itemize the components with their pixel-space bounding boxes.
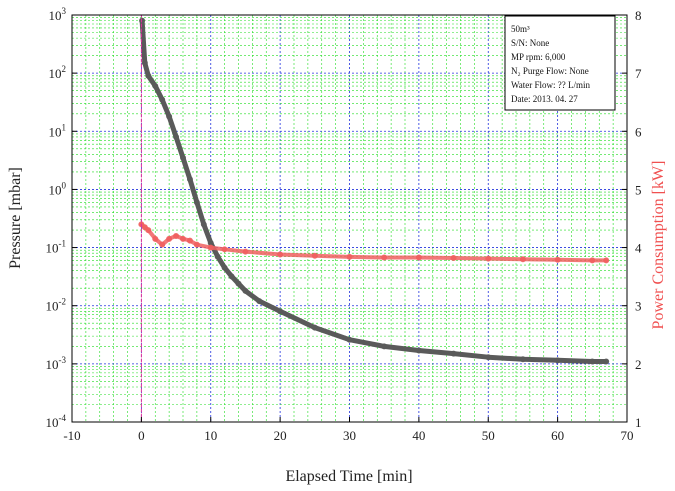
data-point	[311, 252, 318, 259]
data-point	[381, 343, 388, 350]
y2-tick-label: 2	[635, 357, 642, 372]
y2-tick-label: 4	[635, 241, 642, 256]
data-point	[141, 59, 148, 66]
data-point	[554, 256, 561, 263]
data-point	[193, 199, 200, 206]
x-tick-label: 0	[138, 428, 145, 443]
data-point	[193, 241, 200, 248]
x-tick-label: 70	[621, 428, 634, 443]
x-tick-label: -10	[63, 428, 80, 443]
data-point	[173, 133, 180, 140]
data-point	[346, 253, 353, 260]
x-axis-title: Elapsed Time [min]	[285, 468, 412, 485]
y2-tick-label: 6	[635, 124, 642, 139]
data-point	[381, 254, 388, 261]
data-point	[145, 227, 152, 234]
data-point	[221, 246, 228, 253]
x-tick-label: 30	[343, 428, 356, 443]
data-point	[186, 176, 193, 183]
data-point	[485, 255, 492, 262]
data-point	[603, 358, 610, 365]
annotation-line: 50m³	[511, 24, 530, 34]
data-point	[346, 336, 353, 343]
data-point	[145, 72, 152, 79]
y-axis-title: Pressure [mbar]	[7, 167, 24, 269]
y2-tick-label: 7	[635, 66, 642, 81]
y-tick-label: 100	[49, 180, 67, 197]
data-point	[166, 235, 173, 242]
y-tick-label: 103	[49, 6, 67, 23]
data-point	[242, 287, 249, 294]
y-tick-label: 102	[49, 64, 67, 81]
data-point	[139, 17, 146, 24]
y2-axis-title: Power Consumption [kW]	[650, 161, 667, 330]
data-point	[415, 254, 422, 261]
y2-tick-label: 8	[635, 8, 642, 23]
annotation-line: Water Flow: ?? L/min	[511, 80, 591, 90]
annotation-line: N₂ Purge Flow: None	[511, 66, 589, 76]
data-point	[554, 357, 561, 364]
data-point	[277, 308, 284, 315]
data-point	[152, 83, 159, 90]
y-tick-label: 10-1	[46, 239, 67, 256]
data-point	[180, 235, 186, 242]
data-point	[166, 113, 173, 120]
y-tick-label: 10-4	[46, 413, 67, 430]
x-tick-label: 60	[551, 428, 564, 443]
data-point	[221, 264, 228, 271]
annotation-line: MP rpm: 6,000	[511, 52, 566, 62]
data-point	[589, 257, 596, 264]
data-point	[603, 257, 610, 264]
data-point	[450, 255, 457, 262]
data-point	[159, 96, 166, 103]
y-tick-label: 10-2	[46, 297, 67, 314]
data-point	[519, 256, 526, 263]
data-point	[589, 358, 596, 365]
data-point	[152, 235, 159, 242]
data-point	[415, 347, 422, 354]
x-tick-label: 50	[482, 428, 495, 443]
data-point	[277, 251, 284, 258]
data-point	[242, 248, 249, 255]
data-point	[450, 350, 457, 357]
annotation-box: 50m³ S/N: None MP rpm: 6,000 N₂ Purge Fl…	[504, 15, 616, 111]
annotation-line: Date: 2013. 04. 27	[511, 94, 578, 104]
y2-tick-label: 5	[635, 182, 642, 197]
data-point	[311, 324, 318, 331]
x-tick-label: 20	[274, 428, 287, 443]
data-point	[519, 356, 526, 363]
data-point	[235, 280, 242, 287]
data-point	[186, 237, 193, 244]
data-point	[159, 241, 166, 248]
y-tick-label: 101	[49, 122, 67, 139]
data-point	[256, 298, 263, 305]
y2-tick-label: 3	[635, 299, 642, 314]
ticks: -10 0 10 20 30 40 50 60 70 10-4 10-3 10-2 10-1 100 101…	[46, 6, 643, 443]
annotation-box-frame	[504, 15, 616, 111]
data-point	[214, 253, 221, 260]
y-tick-label: 10-3	[46, 355, 67, 372]
data-point	[180, 154, 186, 161]
data-point	[485, 354, 492, 361]
x-tick-label: 10	[204, 428, 217, 443]
data-point	[173, 232, 180, 239]
annotation-line: S/N: None	[511, 38, 549, 48]
series-layer	[138, 14, 610, 423]
grid	[71, 15, 628, 423]
data-point	[200, 221, 207, 228]
y2-tick-label: 1	[635, 415, 642, 430]
data-point	[207, 244, 214, 251]
x-tick-label: 40	[412, 428, 425, 443]
data-point	[228, 273, 235, 280]
